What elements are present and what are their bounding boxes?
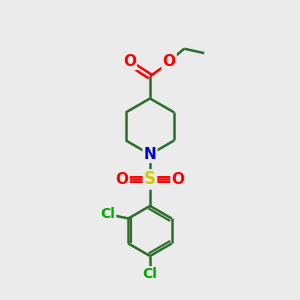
Text: Cl: Cl xyxy=(142,267,158,281)
Text: N: N xyxy=(144,147,156,162)
Text: O: O xyxy=(163,54,176,69)
Text: O: O xyxy=(116,172,128,187)
Text: O: O xyxy=(172,172,184,187)
Text: O: O xyxy=(123,54,136,69)
Text: Cl: Cl xyxy=(100,207,115,221)
Text: S: S xyxy=(144,170,156,188)
